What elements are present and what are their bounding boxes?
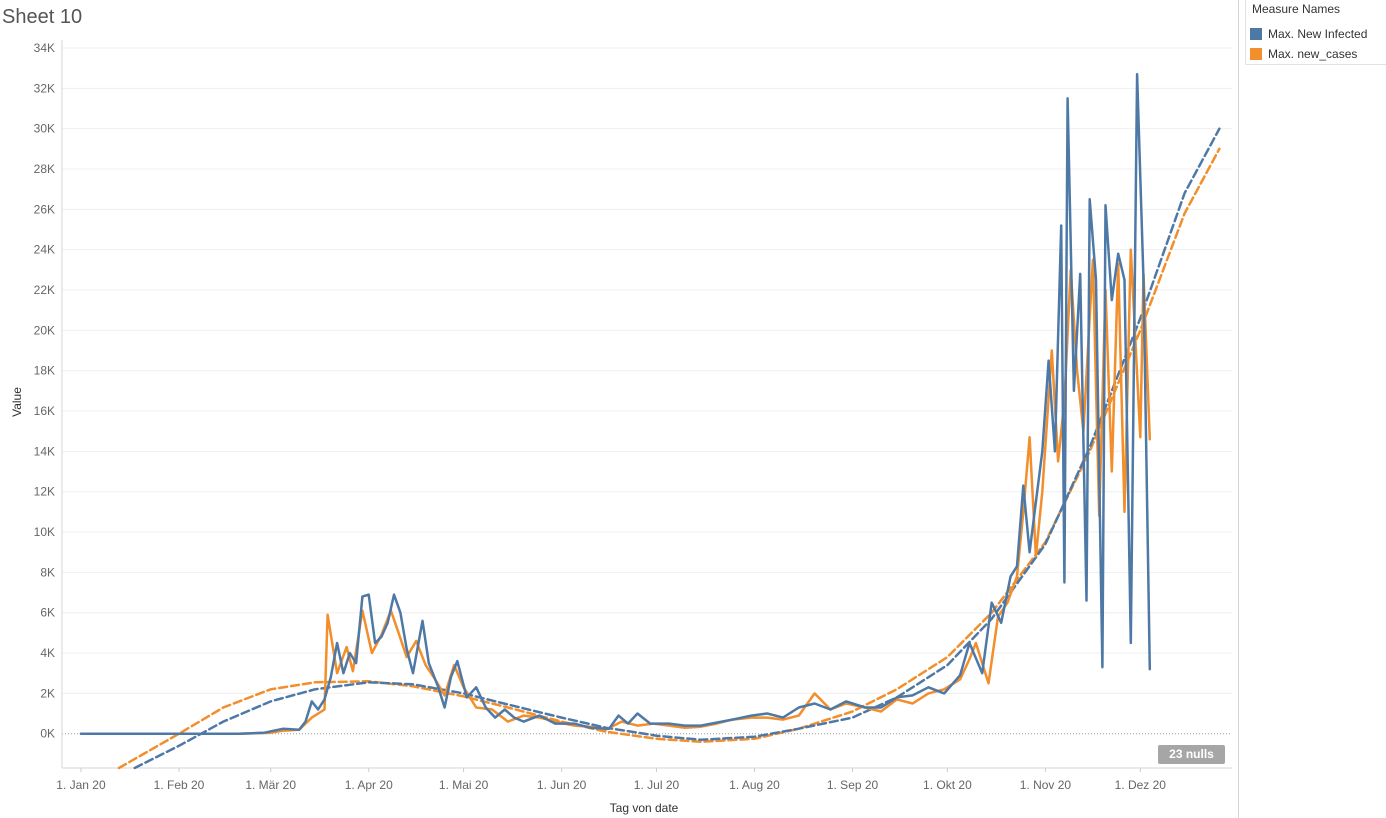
x-tick-label: 1. Jun 20 <box>537 778 587 792</box>
y-tick-label: 16K <box>34 404 55 418</box>
trend-line-new-infected <box>133 127 1221 770</box>
y-tick-label: 34K <box>34 41 55 55</box>
y-tick-label: 12K <box>34 485 55 499</box>
trend-lines <box>117 127 1221 770</box>
x-tick-label: 1. Okt 20 <box>923 778 972 792</box>
y-tick-label: 14K <box>34 444 55 458</box>
trend-line-new-cases <box>117 147 1221 770</box>
legend-swatch <box>1250 28 1262 40</box>
legend-label: Max. New Infected <box>1268 27 1368 41</box>
legend-item-new-infected[interactable]: Max. New Infected <box>1250 26 1367 42</box>
gridlines <box>62 47 1232 694</box>
series-lines[interactable] <box>79 72 1152 735</box>
y-tick-label: 24K <box>34 243 55 257</box>
y-tick-label: 28K <box>34 162 55 176</box>
legend-title: Measure Names <box>1252 2 1341 16</box>
y-tick-label: 18K <box>34 364 55 378</box>
sheet-title: Sheet 10 <box>2 6 83 28</box>
x-tick-label: 1. Feb 20 <box>154 778 205 792</box>
line-chart[interactable]: 0K 2K 4K 6K 8K 10K 12K 14K 16K 18K 20K 22K 24K 26K 28K… <box>0 0 1238 818</box>
legend-panel: Measure Names Max. New Infected Max. new… <box>1238 0 1386 818</box>
legend-label: Max. new_cases <box>1268 47 1358 61</box>
x-axis-title: Tag von date <box>610 801 679 815</box>
x-tick-label: 1. Apr 20 <box>345 778 393 792</box>
y-tick-label: 4K <box>40 646 55 660</box>
y-tick-label: 2K <box>40 686 55 700</box>
y-tick-label: 6K <box>40 606 55 620</box>
y-tick-label: 20K <box>34 323 55 337</box>
y-tick-label: 30K <box>34 122 55 136</box>
axes: 0K 2K 4K 6K 8K 10K 12K 14K 16K 18K 20K 22K 24K 26K 28K… <box>34 40 1232 792</box>
x-tick-label: 1. Jul 20 <box>634 778 680 792</box>
x-tick-label: 1. Mai 20 <box>439 778 489 792</box>
x-tick-label: 1. Dez 20 <box>1115 778 1167 792</box>
x-tick-label: 1. Jan 20 <box>56 778 106 792</box>
y-tick-label: 8K <box>40 565 55 579</box>
x-tick-label: 1. Mär 20 <box>245 778 296 792</box>
x-tick-label: 1. Sep 20 <box>827 778 879 792</box>
y-tick-label: 22K <box>34 283 55 297</box>
y-tick-label: 26K <box>34 202 55 216</box>
nulls-indicator[interactable]: 23 nulls <box>1158 745 1225 764</box>
y-tick-label: 10K <box>34 525 55 539</box>
y-tick-label: 0K <box>40 727 55 741</box>
legend[interactable]: Measure Names Max. New Infected Max. new… <box>1245 0 1386 65</box>
x-tick-label: 1. Nov 20 <box>1020 778 1072 792</box>
legend-swatch <box>1250 48 1262 60</box>
y-tick-label: 32K <box>34 81 55 95</box>
y-axis-title: Value <box>10 387 24 417</box>
series-line-new-infected[interactable] <box>79 72 1152 735</box>
x-tick-label: 1. Aug 20 <box>729 778 780 792</box>
legend-item-new-cases[interactable]: Max. new_cases <box>1250 46 1357 62</box>
